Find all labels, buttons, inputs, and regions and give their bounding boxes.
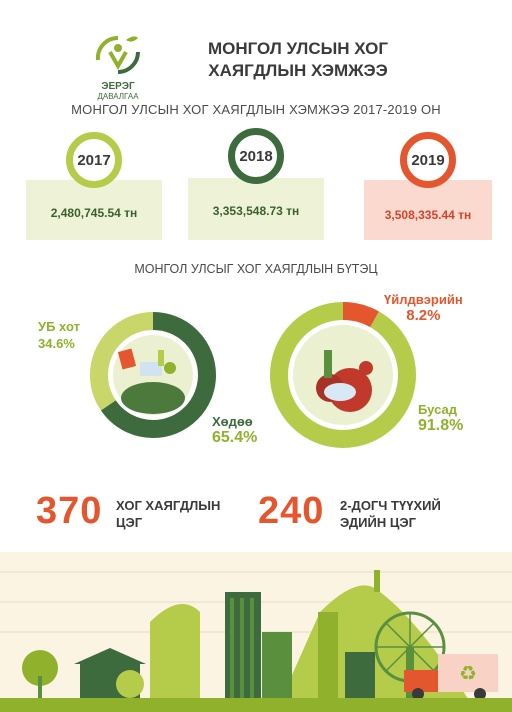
year-card-2019: 2019 3,508,335.44 тн [364, 132, 500, 240]
year-badge: 2019 [400, 132, 456, 188]
recycle-truck-icon: ♻ [404, 654, 498, 700]
donut-slice-rural [90, 312, 216, 438]
logo-icon [95, 35, 140, 74]
year-amount: 3,353,548.73 тн [212, 204, 300, 218]
stat-number: 370 [36, 490, 103, 532]
title-line1: МОНГОЛ УЛСЫН ХОГ [207, 39, 389, 58]
donut-chart-location [90, 312, 216, 438]
year-badge: 2017 [66, 132, 122, 188]
year-amount: 2,480,745.54 тн [50, 206, 138, 220]
waste-bag-icon [316, 350, 373, 412]
year-card-2017: 2017 2,480,745.54 тн [26, 132, 162, 240]
year-badge: 2018 [228, 128, 284, 184]
stat-label: ХОГ ХАЯГДЛЫН ЦЭГ [116, 498, 221, 530]
stat-number: 240 [258, 490, 325, 532]
svg-text:♻: ♻ [459, 661, 477, 685]
logo-line1: ЭЕРЭГ [101, 81, 135, 92]
label-industrial: Үйлдвэрийн 8.2% [384, 292, 463, 324]
logo: ЭЕРЭГ ДАВАЛГАА [88, 30, 148, 101]
trash-pile-icon [117, 348, 185, 414]
year-card-2018: 2018 3,353,548.73 тн [188, 128, 324, 240]
logo-line2: ДАВАЛГАА [97, 92, 139, 101]
title-line2: ХАЯГДЛЫН ХЭМЖЭЭ [208, 61, 388, 80]
page-title: МОНГОЛ УЛСЫН ХОГ ХАЯГДЛЫН ХЭМЖЭЭ [178, 38, 418, 82]
label-rural: Хөдөө 65.4% [212, 414, 258, 446]
section-subtitle: МОНГОЛ УЛСЫН ХОГ ХАЯГДЛЫН ХЭМЖЭЭ 2017-20… [71, 102, 441, 117]
year-amount: 3,508,335.44 тн [384, 208, 472, 222]
stat-label: 2-ДОГЧ ТҮҮХИЙ ЭДИЙН ЦЭГ [340, 498, 441, 530]
structure-title: МОНГОЛ УЛСЫГ ХОГ ХАЯГДЛЫН БҮТЭЦ [134, 262, 378, 276]
donut-chart-source [270, 302, 416, 448]
city-illustration: ♻ [0, 552, 512, 712]
donut-slice-industrial [270, 302, 416, 448]
label-other: Бусад 91.8% [418, 402, 464, 434]
label-ub: УБ хот 34.6% [38, 319, 80, 351]
